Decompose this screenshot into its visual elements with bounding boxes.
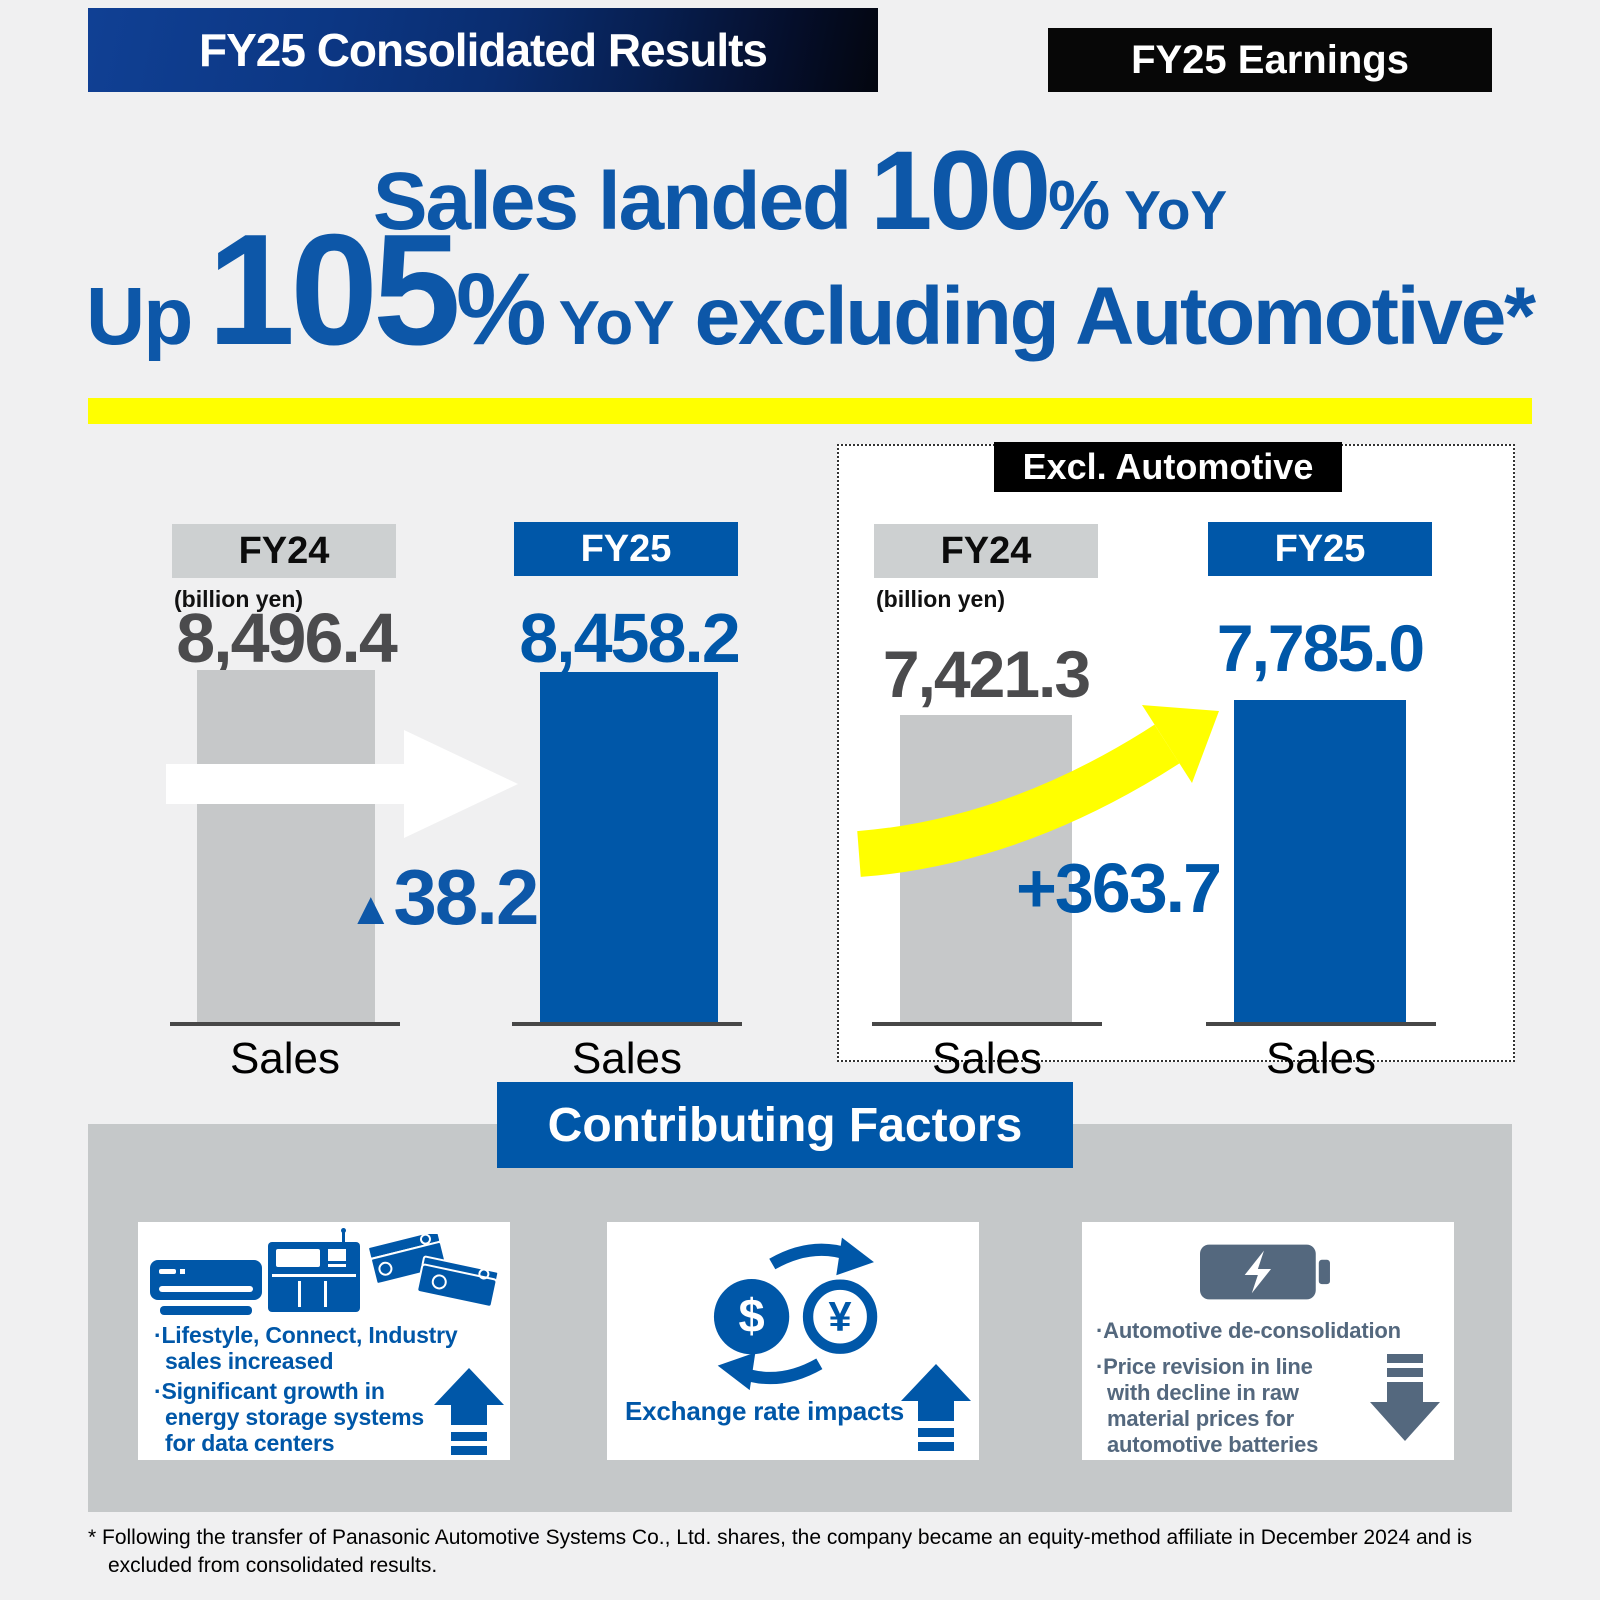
headline1-yoy: YoY (1124, 179, 1228, 241)
earnings-badge: FY25 Earnings (1048, 28, 1492, 92)
headline2-value: 105 (207, 202, 461, 378)
industrial-machine-icon (268, 1228, 360, 1312)
fy24-tag-label: FY24 (238, 529, 330, 572)
headline2-yoy: YoY (558, 289, 675, 358)
factor-card-exchange-rate: $ ¥ Exchange rate impacts (607, 1222, 979, 1460)
headline2-up: Up (86, 271, 193, 362)
axis-line-fy24-consolidated (170, 1022, 400, 1026)
contributing-factors-banner: Contributing Factors (497, 1082, 1073, 1168)
fy24-tag-excl: FY24 (874, 524, 1098, 578)
delta-consolidated: ▲ 38.2 (348, 852, 540, 943)
up-arrow-icon (434, 1368, 504, 1455)
headline1-text: Sales landed (372, 156, 852, 247)
unit-label-consolidated: (billion yen) (174, 586, 304, 612)
axis-label-fy25-consolidated: Sales (571, 1034, 683, 1083)
page-title-banner: FY25 Consolidated Results (88, 8, 878, 92)
fy24-sales-value-excl: 7,421.3 (882, 637, 1091, 711)
factor-card-sales-growth: ·Lifestyle, Connect, Industry sales incr… (138, 1222, 510, 1460)
headline2-excluding: excluding Automotive* (694, 271, 1536, 362)
yellow-highlight-bar (88, 398, 1532, 424)
dollar-symbol: $ (739, 1289, 765, 1342)
factor-label-exchange-rate: Exchange rate impacts (625, 1396, 905, 1426)
axis-line-fy25-excl (1206, 1022, 1436, 1026)
headline-line1: Sales landed 100 % YoY (0, 126, 1600, 255)
growth-arrow-icon (857, 705, 1219, 877)
delta-excl-value: +363.7 (1016, 849, 1222, 927)
fy25-tag-label-excl: FY25 (1274, 527, 1366, 570)
yen-symbol: ¥ (829, 1294, 852, 1340)
factor-bullet-deconsolidation: ·Automotive de-consolidation (1096, 1318, 1401, 1343)
up-arrow-icon (901, 1364, 971, 1451)
factor-card-automotive: ·Automotive de-consolidation ·Price revi… (1082, 1222, 1454, 1460)
headline1-percent-sign: % (1048, 166, 1111, 244)
fy25-tag-excl: FY25 (1208, 522, 1432, 576)
currency-exchange-icon: $ ¥ (713, 1237, 878, 1391)
delta-consolidated-value: 38.2 (393, 853, 540, 941)
factor-bullet-sales-increase: ·Lifestyle, Connect, Industry sales incr… (154, 1322, 458, 1375)
automotive-battery-icon (1200, 1244, 1330, 1300)
headline1-value: 100 (870, 128, 1051, 253)
decrease-triangle-icon: ▲ (348, 882, 394, 934)
axis-label-fy25-excl: Sales (1265, 1034, 1377, 1083)
footnote: * Following the transfer of Panasonic Au… (88, 1526, 1473, 1577)
factor-bullet-price-revision: ·Price revision in line with decline in … (1096, 1354, 1319, 1457)
right-arrow-icon (166, 730, 518, 838)
fy25-sales-value-excl: 7,785.0 (1216, 611, 1425, 685)
fy25-sales-value-consolidated: 8,458.2 (519, 599, 741, 677)
fy24-sales-bar-consolidated (197, 670, 375, 1022)
fy24-sales-bar-excl (900, 715, 1072, 1022)
fy25-tag-label: FY25 (580, 527, 672, 570)
earnings-badge-label: FY25 Earnings (1131, 37, 1409, 82)
axis-line-fy24-excl (872, 1022, 1102, 1026)
battery-cells-icon (368, 1234, 500, 1308)
fy25-tag-consolidated: FY25 (514, 522, 738, 576)
fy24-sales-value-consolidated: 8,496.4 (176, 599, 398, 677)
axis-label-fy24-excl: Sales (931, 1034, 1043, 1083)
axis-label-fy24-consolidated: Sales (229, 1034, 341, 1083)
fy25-sales-bar-excl (1234, 700, 1406, 1022)
excl-automotive-tag: Excl. Automotive (994, 442, 1342, 492)
air-conditioner-icon (150, 1260, 262, 1315)
contributing-factors-title: Contributing Factors (547, 1098, 1023, 1152)
headline-line2: Up 105 % YoY excluding Automotive* (86, 200, 1536, 381)
fy24-tag-label-excl: FY24 (940, 529, 1032, 572)
unit-label-excl: (billion yen) (876, 586, 1006, 612)
axis-line-fy25-consolidated (512, 1022, 742, 1026)
down-arrow-icon (1370, 1354, 1440, 1441)
factor-bullet-energy-storage: ·Significant growth in energy storage sy… (154, 1378, 424, 1457)
excl-automotive-title: Excl. Automotive (1022, 446, 1314, 487)
fy25-sales-bar-consolidated (540, 672, 718, 1022)
headline2-percent-sign: % (455, 252, 547, 366)
page-title: FY25 Consolidated Results (198, 24, 768, 76)
fy24-tag-consolidated: FY24 (172, 524, 396, 578)
